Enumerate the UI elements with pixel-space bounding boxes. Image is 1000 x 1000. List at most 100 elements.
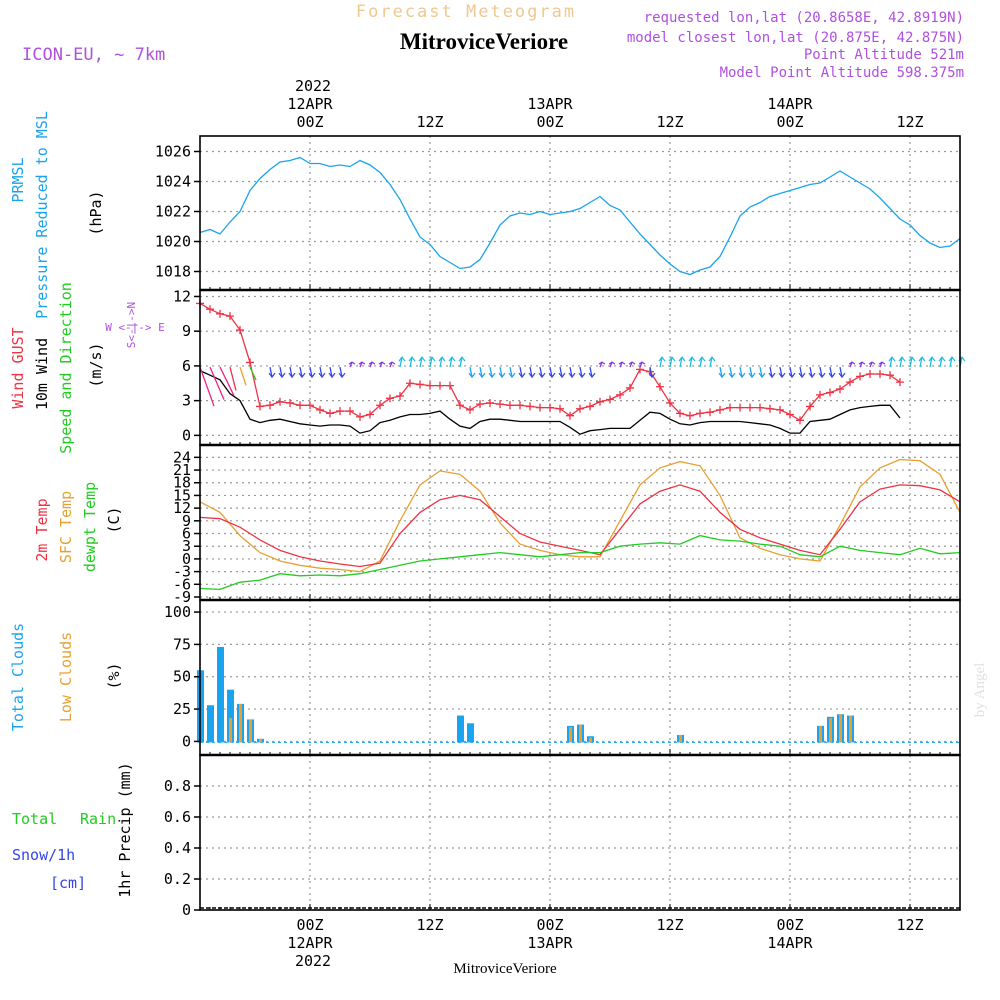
wind-dir-arrowhead	[558, 372, 566, 379]
y-tick-label: 1024	[155, 173, 191, 191]
wind-dir-arrowhead	[908, 356, 916, 362]
y-tick-label: 1026	[155, 143, 191, 161]
low-cloud-bar	[839, 714, 842, 743]
bottom-hour-label: 00Z	[776, 916, 803, 934]
gust-marker	[526, 402, 534, 411]
dewpt-label: dewpt Temp	[81, 482, 99, 572]
direction-label: Speed and Direction	[57, 282, 75, 454]
y-tick-label: 50	[173, 668, 191, 686]
total-cloud-bar	[457, 715, 464, 743]
wind-dir-arrow	[769, 366, 773, 378]
wind-dir-arrow	[219, 366, 235, 396]
wind-dir-arrowhead	[918, 356, 926, 362]
y-tick-label: -3	[173, 563, 191, 581]
grid-layer	[200, 136, 960, 911]
total-cloud-bar	[207, 705, 214, 743]
wind-dir-arrowhead	[948, 356, 956, 362]
gust-marker	[696, 409, 704, 418]
wind-dir-arrowhead	[278, 372, 286, 379]
y-tick-label: 0.8	[164, 777, 191, 795]
gust-marker	[266, 401, 274, 410]
wind-dir-arrow	[589, 366, 593, 378]
wind-dir-arrowhead	[708, 356, 716, 362]
bottom-hour-label: 12Z	[656, 916, 683, 934]
gust-marker	[506, 401, 514, 410]
prmsl-unit-label: (hPa)	[87, 190, 105, 235]
wind-dir-arrow	[679, 356, 683, 368]
top-hour-label: 12Z	[656, 113, 683, 131]
total-cloud-bar	[467, 723, 474, 743]
bottom-hour-label: 12Z	[416, 916, 443, 934]
bottom-date-label: 13APR	[527, 934, 573, 952]
t2m-line	[199, 484, 961, 568]
wind-dir-arrow	[199, 366, 215, 407]
wind-dir-arrowhead	[658, 356, 666, 362]
wind-dir-arrow	[929, 356, 933, 368]
wind-dir-arrow	[519, 366, 523, 378]
gust-marker	[836, 385, 844, 394]
wind-dir-arrow	[269, 366, 273, 378]
gust-marker	[466, 405, 474, 414]
temp-unit-label: (C)	[105, 506, 123, 533]
gust-marker	[766, 404, 774, 413]
point-altitude: Point Altitude 521m	[804, 47, 964, 63]
gust-marker	[896, 378, 904, 387]
gust-marker	[356, 412, 364, 421]
wind-dir-arrowhead	[318, 372, 326, 379]
wind-dir-arrow	[429, 356, 433, 368]
wind-dir-arrowhead	[398, 356, 406, 362]
wind-dir-arrowhead	[808, 372, 816, 379]
wind-dir-arrowhead	[678, 356, 686, 362]
wind-dir-arrowhead	[328, 372, 336, 379]
gust-marker	[886, 371, 894, 380]
wind-dir-arrow	[299, 366, 303, 378]
y-tick-label: 100	[164, 603, 191, 621]
gust-marker	[686, 411, 694, 420]
y-tick-label: 1022	[155, 203, 191, 221]
wind-dir-arrow	[229, 366, 237, 391]
gust-marker	[706, 408, 714, 417]
gust-marker	[586, 402, 594, 411]
y-tick-label: 0	[182, 426, 191, 444]
wind-dir-arrow	[939, 356, 943, 368]
meteogram-subtitle: Forecast Meteogram	[356, 2, 576, 22]
gust-marker	[876, 370, 884, 379]
gust-marker	[326, 409, 334, 418]
y-tick-label: 1018	[155, 263, 191, 281]
wind-dir-arrow	[439, 356, 443, 368]
y-tick-label: 6	[182, 357, 191, 375]
gust-marker	[806, 402, 814, 411]
wind-dir-arrowhead	[728, 372, 736, 379]
bottom-hour-label: 00Z	[536, 916, 563, 934]
gust-marker	[776, 405, 784, 414]
gust-marker	[666, 398, 674, 407]
wind-dir-arrow	[249, 366, 257, 381]
gust-marker	[396, 392, 404, 401]
wind-dir-arrowhead	[298, 372, 306, 379]
wind-dir-arrowhead	[668, 356, 676, 362]
wind-dir-arrow	[239, 366, 247, 386]
wind-dir-arrow	[719, 366, 723, 378]
gust-marker	[756, 403, 764, 412]
y-tick-label: 9	[182, 512, 191, 530]
bottom-year-label: 2022	[295, 952, 331, 970]
wind-dir-arrowhead	[858, 361, 866, 365]
wind-dir-arrow	[409, 356, 413, 368]
gust-marker	[306, 401, 314, 410]
gust-marker	[286, 398, 294, 407]
y-tick-label: 18	[173, 474, 191, 492]
wind-dir-arrow	[529, 366, 533, 378]
gust-marker	[596, 397, 604, 406]
gust-marker	[606, 395, 614, 404]
y-tick-label: 1020	[155, 233, 191, 251]
wind-dir-arrowhead	[688, 356, 696, 362]
gust-marker	[866, 370, 874, 379]
model-point-altitude: Model Point Altitude 598.375m	[720, 65, 964, 81]
wind-label: 10m Wind	[33, 338, 51, 410]
wind-dir-arrowhead	[898, 356, 906, 362]
gust-marker	[446, 381, 454, 390]
gust-marker	[336, 407, 344, 416]
wind-dir-arrowhead	[518, 372, 526, 379]
gust-marker	[656, 382, 664, 391]
